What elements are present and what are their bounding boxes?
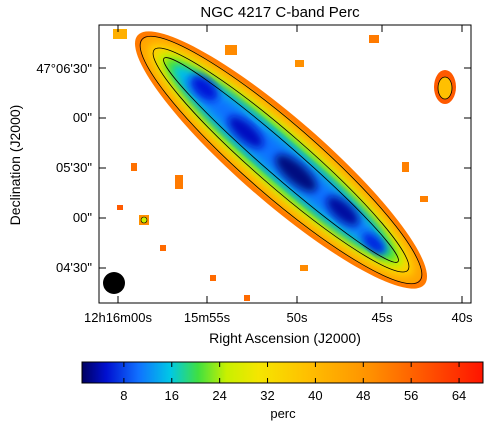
colorbar-tick-label: 48 xyxy=(356,388,370,403)
y-tick-label: 00" xyxy=(73,110,92,125)
polarization-map xyxy=(103,29,456,301)
x-tick-label: 45s xyxy=(372,310,393,325)
x-tick-label: 50s xyxy=(287,310,308,325)
x-tick-label: 15m55s xyxy=(184,310,231,325)
colorbar-tick-label: 56 xyxy=(404,388,418,403)
colorbar-tick-label: 40 xyxy=(308,388,322,403)
contour-middle xyxy=(152,47,410,273)
y-tick-marks xyxy=(99,67,471,269)
x-tick-label: 12h16m00s xyxy=(84,310,152,325)
plot-frame xyxy=(98,24,472,304)
y-tick-label: 04'30" xyxy=(56,260,92,275)
y-axis-label: Declination (J2000) xyxy=(7,105,23,226)
figure-title: NGC 4217 C-band Perc xyxy=(200,4,360,21)
colorbar-tick-label: 32 xyxy=(260,388,274,403)
y-tick-label: 05'30" xyxy=(56,160,92,175)
x-tick-label: 40s xyxy=(452,310,473,325)
noise-pixels xyxy=(113,29,456,301)
beam-marker xyxy=(103,272,125,294)
colorbar-tick-labels: 8 16 24 32 40 48 56 64 xyxy=(120,388,466,403)
colorbar-tick-label: 24 xyxy=(212,388,226,403)
colorbar-tick-label: 16 xyxy=(165,388,179,403)
colorbar xyxy=(81,361,484,384)
y-tick-label: 47°06'30" xyxy=(36,61,92,76)
y-tick-label: 00" xyxy=(73,210,92,225)
colorbar-tick-label: 8 xyxy=(120,388,127,403)
contour-inner xyxy=(163,57,399,263)
colorbar-label: perc xyxy=(270,406,296,421)
colorbar-tick-marks xyxy=(123,362,460,383)
x-tick-marks xyxy=(117,25,463,303)
colorbar-tick-label: 64 xyxy=(452,388,466,403)
x-axis-label: Right Ascension (J2000) xyxy=(209,330,361,346)
contour-outer xyxy=(139,35,423,285)
